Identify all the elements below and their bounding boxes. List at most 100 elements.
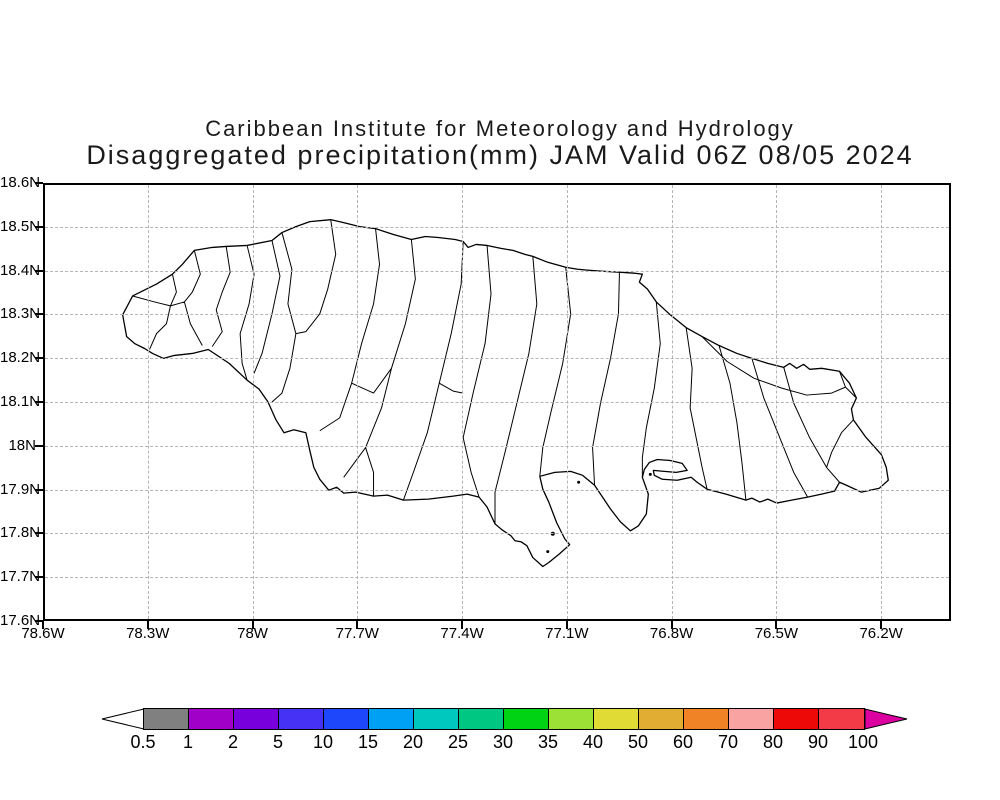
lon-tick-label: 78.3W [126, 625, 170, 642]
colorbar-segment [324, 709, 369, 729]
lat-gridline [45, 489, 949, 491]
colorbar-tick-label: 0.5 [130, 732, 156, 752]
colorbar-left-arrow [101, 708, 145, 730]
colorbar-segment [549, 709, 594, 729]
colorbar-segment [729, 709, 774, 729]
lat-gridline [45, 402, 949, 403]
colorbar-tick-label: 30 [492, 732, 514, 752]
lat-tick-label: 17.7N [0, 568, 41, 586]
lon-tick-mark [461, 621, 464, 629]
colorbar-segment [819, 709, 864, 729]
lon-tick-mark [42, 621, 44, 629]
lat-tick-mark [35, 576, 43, 579]
colorbar-tick-label: 20 [402, 732, 424, 752]
offshore-cays [546, 472, 652, 554]
lon-tick-mark [146, 621, 149, 629]
colorbar-segment [684, 709, 729, 729]
product-title: Disaggregated precipitation(mm) JAM Vali… [86, 140, 914, 170]
lat-gridline [45, 270, 949, 272]
lat-tick-label: 18.4N [0, 261, 41, 279]
colorbar-segment [369, 709, 414, 729]
colorbar-tick-label: 90 [807, 732, 829, 752]
lat-tick-label: 17.8N [0, 524, 41, 542]
jamaica-map [122, 219, 889, 568]
colorbar-tick-label: 2 [227, 732, 238, 752]
lon-gridline [147, 185, 149, 619]
colorbar-segment [414, 709, 459, 729]
lon-tick-label: 76.2W [859, 625, 903, 642]
colorbar-tick-label: 80 [762, 732, 784, 752]
lat-tick-label: 18.6N [0, 174, 41, 191]
lon-tick-mark [880, 621, 883, 629]
colorbar-tick-label: 5 [272, 732, 283, 752]
lat-tick-label: 18.1N [0, 393, 41, 410]
colorbar-segment [144, 709, 189, 729]
lon-tick-label: 76.8W [649, 625, 694, 642]
colorbar-tick-label: 35 [537, 732, 559, 752]
lon-gridline [252, 185, 254, 619]
lon-tick-label: 77.4W [440, 625, 484, 642]
lat-tick-label: 17.9N [0, 480, 41, 498]
lon-tick-mark [251, 621, 254, 629]
lon-tick-mark [565, 621, 568, 629]
lat-tick-mark [35, 401, 43, 403]
colorbar-segment [234, 709, 279, 729]
colorbar-segment [279, 709, 324, 729]
lat-tick-mark [35, 444, 43, 447]
lon-tick-mark [670, 621, 673, 629]
watershed-boundaries [132, 219, 857, 524]
lat-tick-label: 18N [8, 436, 36, 454]
lat-tick-mark [35, 620, 43, 622]
lon-tick-label: 77.7W [335, 625, 379, 642]
colorbar-tick-label: 10 [312, 732, 334, 752]
lon-tick-mark [356, 621, 359, 629]
colorbar-tick-label: 1 [182, 732, 193, 752]
lat-tick-mark [35, 182, 43, 184]
lon-gridline [671, 185, 673, 619]
lon-tick-label: 78.6W [21, 625, 65, 642]
colorbar-tick-label: 60 [672, 732, 694, 752]
lat-gridline [45, 533, 949, 535]
lat-tick-mark [35, 225, 43, 228]
lon-gridline [566, 185, 568, 619]
lon-gridline [462, 185, 464, 619]
lat-tick-label: 17.6N [0, 612, 41, 629]
lat-gridline [45, 226, 949, 228]
lat-tick-label: 18.2N [0, 349, 41, 367]
lon-gridline [776, 185, 778, 619]
lon-gridline [357, 185, 359, 619]
lon-tick-label: 76.5W [754, 625, 799, 642]
lat-tick-label: 18.5N [0, 217, 41, 235]
lat-tick-label: 18.3N [0, 305, 41, 323]
lat-gridline [45, 577, 949, 579]
colorbar-tick-label: 100 [847, 732, 879, 752]
colorbar-tick-label: 15 [357, 732, 379, 752]
lat-tick-mark [35, 488, 43, 491]
lon-tick-label: 77.1W [545, 625, 589, 642]
colorbar-tick-label: 40 [582, 732, 604, 752]
lon-tick-mark [775, 621, 778, 629]
colorbar-segment [774, 709, 819, 729]
colorbar-tick-label: 50 [627, 732, 649, 752]
lat-gridline [45, 445, 949, 447]
lat-tick-mark [35, 313, 43, 316]
lat-gridline [45, 314, 949, 316]
colorbar-tick-label: 25 [447, 732, 469, 752]
lon-tick-label: 78W [237, 625, 268, 642]
lat-tick-mark [35, 269, 43, 272]
colorbar-tick-label: 70 [717, 732, 739, 752]
lat-gridline [45, 358, 949, 360]
institution-title: Caribbean Institute for Meteorology and … [205, 116, 795, 141]
colorbar-segment [639, 709, 684, 729]
lat-tick-mark [35, 532, 43, 535]
lat-tick-mark [35, 357, 43, 360]
lon-gridline [881, 185, 883, 619]
colorbar-segment [594, 709, 639, 729]
colorbar-right-arrow [864, 708, 908, 730]
colorbar [143, 708, 865, 730]
colorbar-segment [189, 709, 234, 729]
colorbar-segment [504, 709, 549, 729]
colorbar-segment [459, 709, 504, 729]
jamaica-coastline [122, 219, 889, 568]
